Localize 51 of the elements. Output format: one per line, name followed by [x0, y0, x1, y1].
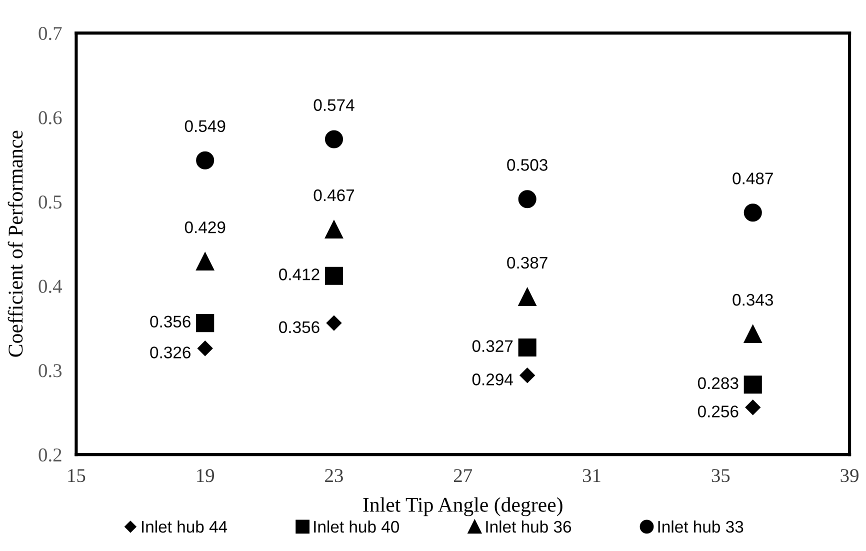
- x-tick-label: 19: [197, 469, 214, 482]
- data-label: 0.549: [184, 120, 226, 132]
- point: [196, 252, 214, 271]
- point: [745, 400, 760, 415]
- point: [326, 315, 342, 331]
- x-tick-label: 15: [68, 469, 86, 482]
- point: [324, 220, 344, 239]
- y-axis-title: Coefficient of Performance: [8, 130, 23, 357]
- data-label: 0.283: [698, 377, 738, 390]
- legend-label: Inlet hub 36: [486, 520, 572, 533]
- legend-label: Inlet hub 33: [658, 520, 744, 533]
- y-tick-label: 0.3: [38, 364, 62, 378]
- y-tick-label: 0.4: [38, 280, 62, 293]
- point: [520, 368, 535, 383]
- data-label: 0.327: [472, 340, 513, 352]
- point: [518, 190, 536, 208]
- point: [324, 266, 344, 285]
- y-tick-label: 0.6: [38, 111, 62, 124]
- legend-label: Inlet hub 44: [142, 520, 228, 533]
- x-tick-label: 35: [712, 469, 730, 482]
- y-tick-label: 0.2: [38, 448, 62, 462]
- x-tick-label: 23: [325, 469, 343, 482]
- point: [744, 204, 762, 222]
- data-label: 0.387: [507, 256, 548, 269]
- point: [518, 288, 536, 306]
- data-label: 0.294: [472, 374, 513, 386]
- x-tick-label: 27: [454, 469, 472, 482]
- data-label: 0.356: [150, 316, 190, 328]
- point: [196, 151, 214, 170]
- data-label: 0.487: [732, 172, 773, 184]
- legend-label: Inlet hub 40: [314, 520, 400, 533]
- point: [518, 338, 536, 357]
- data-label: 0.256: [698, 406, 738, 418]
- x-tick-label: 39: [840, 469, 858, 482]
- data-label: 0.412: [279, 268, 320, 280]
- point: [324, 130, 344, 148]
- data-label: 0.429: [184, 221, 226, 234]
- point: [744, 324, 762, 344]
- data-label: 0.343: [732, 294, 773, 306]
- point: [198, 340, 213, 356]
- y-tick-label: 0.7: [38, 26, 62, 40]
- x-tick-label: 31: [582, 469, 600, 482]
- point: [196, 314, 214, 332]
- data-label: 0.503: [507, 159, 548, 171]
- data-label: 0.467: [314, 189, 354, 202]
- x-axis-title: Inlet Tip Angle (degree): [363, 497, 562, 516]
- data-label: 0.326: [150, 346, 190, 358]
- data-label: 0.574: [314, 99, 354, 111]
- point: [744, 376, 762, 394]
- y-tick-label: 0.5: [38, 195, 62, 209]
- data-label: 0.356: [279, 321, 320, 334]
